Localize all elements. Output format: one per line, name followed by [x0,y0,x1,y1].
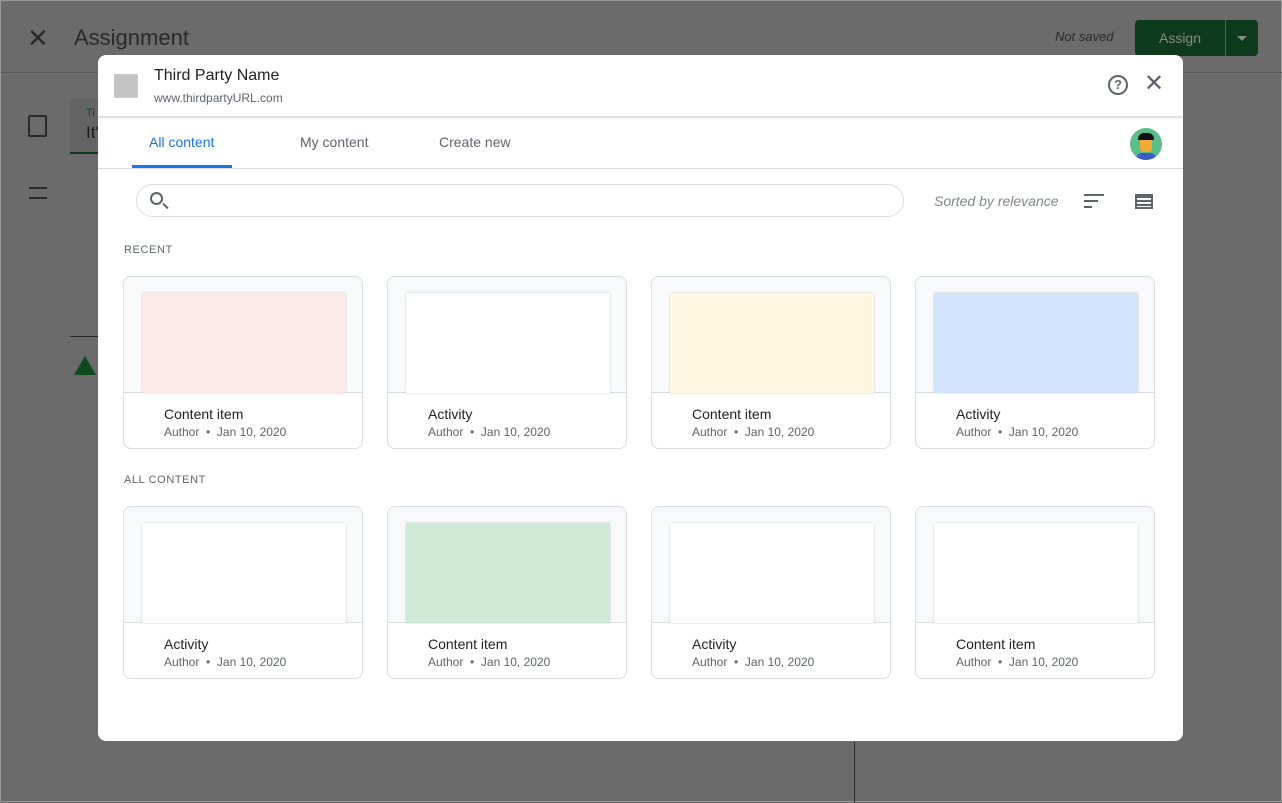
thumbnail-area [916,277,1154,393]
close-icon[interactable]: ✕ [27,23,49,53]
card-author: Author [164,655,200,669]
tab-all-content[interactable]: All content [149,134,215,150]
card-meta: Author • Jan 10, 2020 [428,655,551,669]
card-meta: Author • Jan 10, 2020 [428,425,551,439]
card-title: Content item [164,406,244,422]
card-title: Activity [956,406,1001,422]
content-grid: Activity Author • Jan 10, 2020 Content i… [123,506,1155,679]
tab-bar: All content My content Create new [98,116,1183,169]
dialog-header: Third Party Name www.thirdpartyURL.com ?… [98,55,1183,116]
content-card[interactable]: Activity Author • Jan 10, 2020 [123,506,363,679]
provider-name: Third Party Name [154,67,280,84]
card-meta: Author • Jan 10, 2020 [164,425,287,439]
card-meta: Author • Jan 10, 2020 [164,655,287,669]
section-heading: RECENT [124,244,173,256]
card-author: Author [692,425,728,439]
card-date: Jan 10, 2020 [744,425,815,439]
page-title: Assignment [74,25,189,50]
card-author: Author [956,655,992,669]
avatar[interactable] [1130,128,1162,160]
tab-create-new[interactable]: Create new [439,134,511,150]
provider-logo [114,74,138,98]
help-icon[interactable]: ? [1108,75,1128,95]
card-date: Jan 10, 2020 [480,655,551,669]
section-heading: ALL CONTENT [124,474,206,486]
thumbnail [142,293,346,393]
card-title: Activity [428,406,473,422]
card-date: Jan 10, 2020 [216,655,287,669]
card-title: Content item [428,636,508,652]
assign-button[interactable]: Assign [1135,20,1258,56]
active-tab-indicator [132,165,232,168]
card-title: Activity [164,636,209,652]
thumbnail-area [652,277,890,393]
card-meta: Author • Jan 10, 2020 [956,655,1079,669]
thumbnail [142,523,346,623]
content-card[interactable]: Activity Author • Jan 10, 2020 [387,276,627,449]
card-title: Activity [692,636,737,652]
save-status: Not saved [1055,29,1114,44]
assign-label: Assign [1135,20,1226,56]
card-meta: Author • Jan 10, 2020 [692,425,815,439]
title-value: It' [86,123,99,142]
card-author: Author [428,425,464,439]
list-view-icon[interactable] [1135,194,1153,209]
thumbnail-area [388,507,626,623]
content-card[interactable]: Content item Author • Jan 10, 2020 [123,276,363,449]
thumbnail [406,523,610,623]
content-card[interactable]: Activity Author • Jan 10, 2020 [915,276,1155,449]
divider [70,336,99,337]
card-date: Jan 10, 2020 [1008,655,1079,669]
card-meta: Author • Jan 10, 2020 [692,655,815,669]
thumbnail-area [124,507,362,623]
sort-icon[interactable] [1084,194,1104,208]
thumbnail [934,293,1138,393]
card-date: Jan 10, 2020 [216,425,287,439]
thumbnail-area [124,277,362,393]
content-picker-dialog: Third Party Name www.thirdpartyURL.com ?… [98,55,1183,741]
card-meta: Author • Jan 10, 2020 [956,425,1079,439]
thumbnail-area [916,507,1154,623]
thumbnail [670,523,874,623]
content-card[interactable]: Activity Author • Jan 10, 2020 [651,506,891,679]
provider-url: www.thirdpartyURL.com [154,91,283,105]
drive-icon[interactable] [74,356,96,375]
card-title: Content item [956,636,1036,652]
content-card[interactable]: Content item Author • Jan 10, 2020 [915,506,1155,679]
card-date: Jan 10, 2020 [744,655,815,669]
thumbnail-area [652,507,890,623]
notes-icon[interactable] [29,187,47,199]
close-icon[interactable]: ✕ [1144,70,1165,97]
card-date: Jan 10, 2020 [1008,425,1079,439]
content-card[interactable]: Content item Author • Jan 10, 2020 [651,276,891,449]
search-icon [150,192,163,205]
sort-label: Sorted by relevance [934,193,1059,209]
card-date: Jan 10, 2020 [480,425,551,439]
thumbnail-area [388,277,626,393]
title-label: Ti [86,107,95,119]
search-input[interactable] [177,191,877,211]
card-author: Author [428,655,464,669]
thumbnail [670,293,874,393]
card-author: Author [956,425,992,439]
content-card[interactable]: Content item Author • Jan 10, 2020 [387,506,627,679]
dropdown-arrow-icon[interactable] [1226,20,1258,56]
title-field[interactable]: Ti It' [70,99,99,154]
card-author: Author [164,425,200,439]
search-field[interactable] [136,184,904,217]
divider [854,742,855,803]
thumbnail [934,523,1138,623]
content-grid: Content item Author • Jan 10, 2020 Activ… [123,276,1155,449]
assignment-icon[interactable] [28,115,47,137]
thumbnail [406,293,610,393]
card-title: Content item [692,406,772,422]
card-author: Author [692,655,728,669]
tab-my-content[interactable]: My content [300,134,369,150]
